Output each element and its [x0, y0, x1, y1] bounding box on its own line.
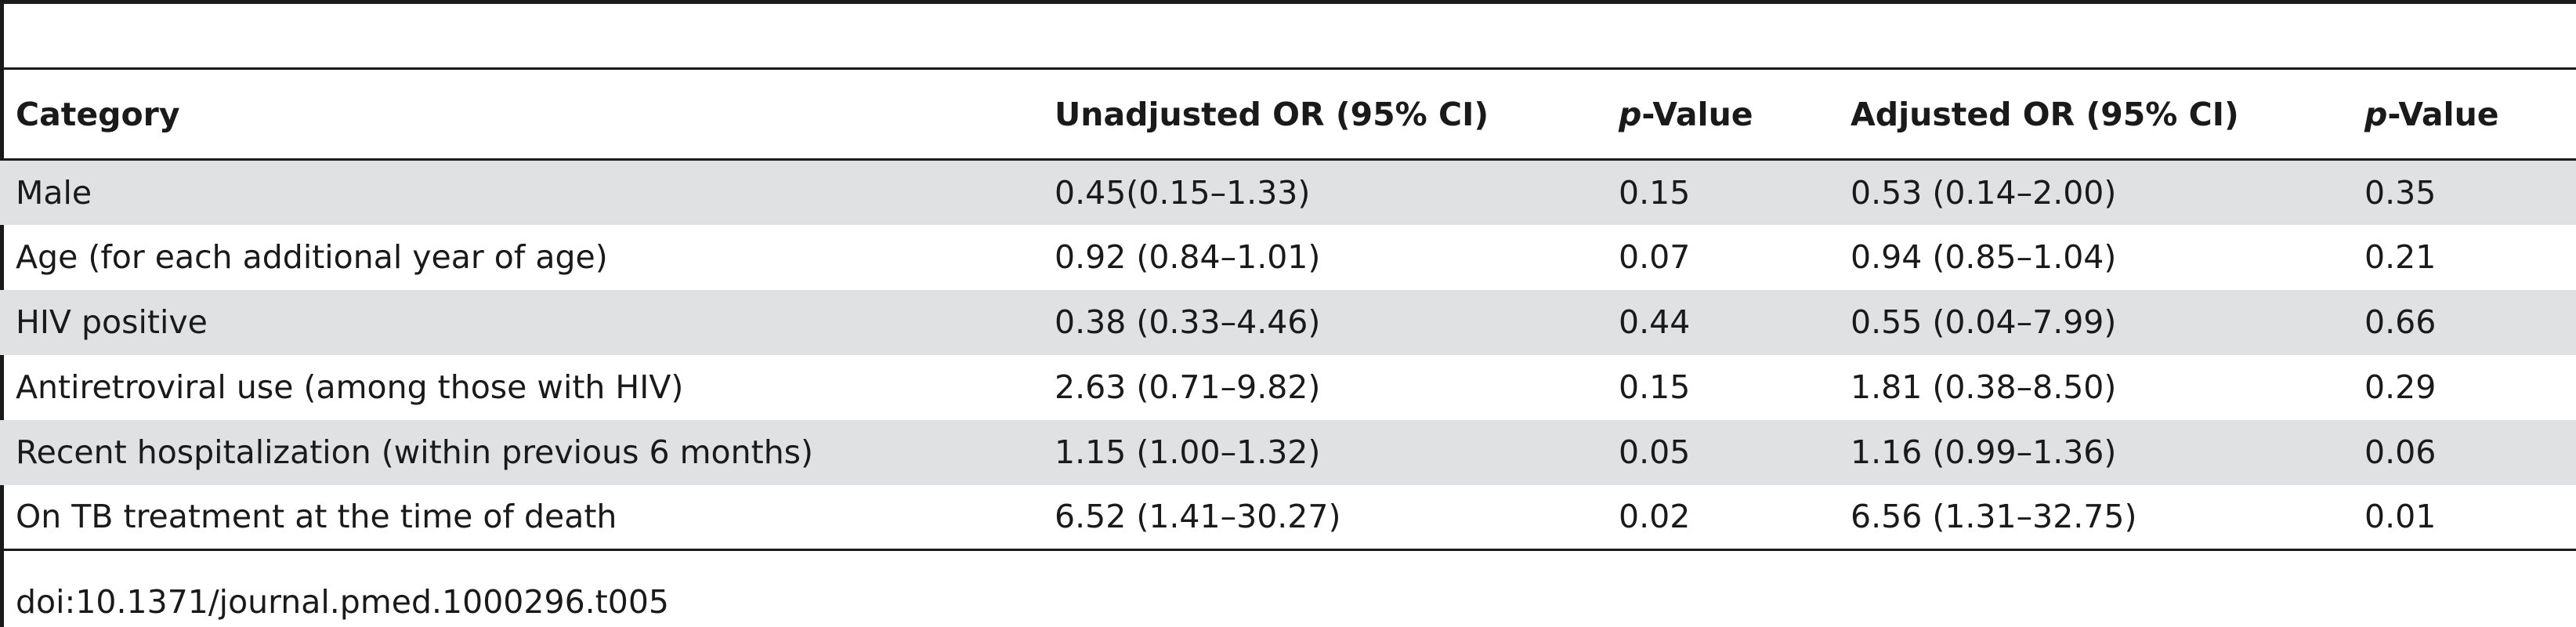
cell-category: HIV positive: [0, 289, 1039, 355]
cell-p-value-adjusted: 0.06: [2349, 419, 2576, 485]
header-adjusted-or: Adjusted OR (95% CI): [1835, 67, 2349, 161]
cell-p-value-adjusted: 0.66: [2349, 289, 2576, 355]
cell-adjusted-or: 1.16 (0.99–1.36): [1835, 419, 2349, 485]
odds-ratio-table: Category Unadjusted OR (95% CI) p-Value …: [0, 67, 2576, 551]
cell-adjusted-or: 0.55 (0.04–7.99): [1835, 289, 2349, 355]
cell-adjusted-or: 1.81 (0.38–8.50): [1851, 368, 2117, 406]
cell-unadjusted-or: 0.38 (0.33–4.46): [1039, 289, 1603, 355]
cell-unadjusted-or: 1.15 (1.00–1.32): [1039, 419, 1603, 485]
cell-p-value-adjusted: 0.01: [2349, 484, 2576, 551]
cell-p-value-unadjusted: 0.02: [1603, 484, 1835, 551]
cell-p-value-adjusted: 0.21: [2364, 238, 2437, 276]
doi-caption[interactable]: doi:10.1371/journal.pmed.1000296.t005: [16, 583, 670, 621]
cell-category: Antiretroviral use (among those with HIV…: [16, 368, 684, 406]
odds-ratio-table-container: Category Unadjusted OR (95% CI) p-Value …: [0, 67, 2576, 551]
header-category: Category: [0, 67, 1039, 161]
header-p-letter: p: [1619, 95, 1642, 133]
header-row: Category Unadjusted OR (95% CI) p-Value …: [0, 67, 2576, 161]
cell-p-value-unadjusted: 0.07: [1619, 238, 1691, 276]
table-row: Recent hospitalization (within previous …: [0, 419, 2576, 485]
cell-adjusted-or: 0.94 (0.85–1.04): [1851, 238, 2117, 276]
header-p-letter: p: [2364, 95, 2388, 133]
cell-unadjusted-or: 2.63 (0.71–9.82): [1055, 368, 1321, 406]
header-p-suffix: -Value: [2387, 95, 2499, 133]
cell-p-value-unadjusted: 0.15: [1603, 159, 1835, 225]
cell-unadjusted-or: 6.52 (1.41–30.27): [1039, 484, 1603, 551]
cell-adjusted-or: 6.56 (1.31–32.75): [1835, 484, 2349, 551]
cell-category: On TB treatment at the time of death: [0, 484, 1039, 551]
top-border-rule: [0, 0, 2576, 4]
cell-adjusted-or: 0.53 (0.14–2.00): [1835, 159, 2349, 225]
table-row: Antiretroviral use (among those with HIV…: [0, 355, 2576, 420]
cell-p-value-adjusted: 0.29: [2364, 368, 2437, 406]
header-p-value-unadjusted: p-Value: [1603, 67, 1835, 161]
cell-p-value-unadjusted: 0.05: [1603, 419, 1835, 485]
table-header: Category Unadjusted OR (95% CI) p-Value …: [0, 67, 2576, 161]
table-row: Male 0.45(0.15–1.33) 0.15 0.53 (0.14–2.0…: [0, 159, 2576, 225]
header-p-suffix: -Value: [1641, 95, 1753, 133]
header-unadjusted-or: Unadjusted OR (95% CI): [1039, 67, 1603, 161]
cell-p-value-adjusted: 0.35: [2349, 159, 2576, 225]
table-row: On TB treatment at the time of death 6.5…: [0, 484, 2576, 551]
table-body: Male 0.45(0.15–1.33) 0.15 0.53 (0.14–2.0…: [0, 159, 2576, 551]
cell-unadjusted-or: 0.92 (0.84–1.01): [1055, 238, 1321, 276]
cell-p-value-unadjusted: 0.15: [1619, 368, 1691, 406]
table-row: Age (for each additional year of age) 0.…: [0, 225, 2576, 290]
table-row: HIV positive 0.38 (0.33–4.46) 0.44 0.55 …: [0, 289, 2576, 355]
header-p-value-adjusted: p-Value: [2349, 67, 2576, 161]
cell-unadjusted-or: 0.45(0.15–1.33): [1039, 159, 1603, 225]
cell-category: Male: [0, 159, 1039, 225]
cell-category: Age (for each additional year of age): [16, 238, 608, 276]
cell-category: Recent hospitalization (within previous …: [0, 419, 1039, 485]
cell-p-value-unadjusted: 0.44: [1603, 289, 1835, 355]
